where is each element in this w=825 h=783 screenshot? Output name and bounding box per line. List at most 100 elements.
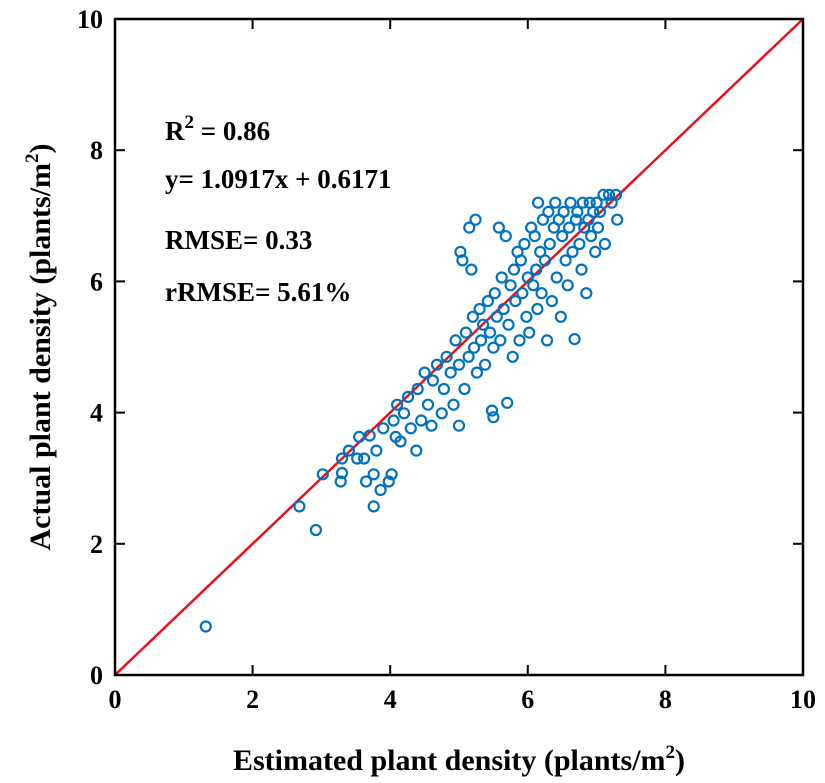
data-point: [573, 237, 586, 251]
data-point: [481, 295, 494, 308]
y-tick-label: 10: [77, 5, 103, 34]
data-point: [495, 271, 508, 284]
data-point: [499, 230, 512, 243]
data-point: [411, 382, 424, 396]
data-point: [562, 221, 576, 234]
data-point: [506, 350, 519, 363]
data-point: [487, 411, 500, 424]
data-point: [466, 310, 479, 323]
data-point: [402, 390, 415, 403]
data-point: [598, 237, 612, 251]
data-point: [514, 254, 528, 267]
data-point: [507, 263, 521, 276]
data-point: [353, 430, 366, 443]
data-point: [554, 310, 567, 323]
data-point: [559, 254, 572, 267]
data-point: [504, 279, 517, 292]
data-point: [430, 358, 444, 371]
y-tick-label: 0: [90, 661, 103, 690]
data-point: [447, 398, 460, 411]
annotation-rrmse: rRMSE= 5.61%: [165, 277, 351, 307]
y-tick-label: 2: [90, 530, 103, 559]
data-point: [418, 366, 431, 379]
data-point: [444, 366, 457, 379]
data-point: [528, 230, 541, 243]
data-point: [452, 358, 466, 371]
data-point: [351, 452, 364, 465]
data-point: [370, 444, 383, 457]
data-point: [611, 213, 624, 226]
data-point: [520, 310, 533, 323]
data-point: [459, 326, 472, 339]
data-point: [576, 196, 589, 209]
x-tick-label: 10: [790, 685, 816, 714]
data-point: [538, 254, 552, 267]
data-point: [469, 213, 482, 226]
data-point: [591, 221, 605, 234]
x-axis-title: Estimated plant density (plants/m2): [233, 742, 685, 777]
data-point: [468, 341, 481, 354]
data-point: [316, 468, 329, 481]
data-point: [609, 188, 623, 201]
data-point: [360, 475, 373, 488]
data-point: [425, 419, 438, 432]
data-point: [540, 334, 554, 347]
y-tick-label: 6: [90, 267, 103, 296]
data-point: [385, 468, 398, 481]
data-point: [542, 205, 555, 218]
data-point: [521, 271, 534, 284]
data-point: [527, 279, 540, 292]
data-point: [463, 221, 476, 234]
data-point: [561, 279, 574, 292]
data-point: [367, 500, 380, 513]
data-point: [535, 287, 548, 300]
plot-frame: [113, 17, 805, 677]
annotation-r2: R2 = 0.86: [165, 112, 270, 146]
data-point: [536, 213, 550, 226]
data-point: [549, 196, 562, 209]
data-point: [440, 350, 453, 363]
y-axis-title: Actual plant density (plants/m2): [22, 143, 57, 550]
data-point: [454, 245, 467, 258]
data-point: [502, 318, 515, 331]
data-point: [550, 271, 563, 284]
data-point: [462, 350, 475, 363]
data-point: [497, 302, 510, 316]
data-point: [382, 475, 395, 488]
data-point: [474, 334, 488, 347]
data-point: [426, 374, 439, 387]
data-point: [571, 205, 584, 218]
data-point: [545, 295, 559, 308]
data-point: [556, 230, 569, 243]
data-point: [589, 245, 602, 258]
data-point: [584, 230, 598, 243]
data-point: [342, 444, 355, 457]
data-point: [452, 419, 466, 432]
data-point: [397, 407, 411, 420]
data-point: [580, 287, 593, 300]
data-point: [473, 302, 486, 316]
data-point: [513, 334, 526, 347]
data-point: [564, 196, 577, 209]
x-tick-label: 8: [659, 685, 672, 714]
data-point: [199, 620, 212, 633]
data-point: [335, 452, 349, 465]
data-point: [470, 366, 483, 379]
data-point: [485, 404, 499, 417]
data-point: [404, 422, 417, 435]
x-tick-label: 0: [109, 685, 122, 714]
data-point: [569, 213, 583, 226]
data-point: [516, 287, 529, 300]
data-point: [465, 263, 478, 276]
data-point: [492, 221, 505, 234]
reference-line: [114, 18, 804, 676]
data-point: [458, 382, 471, 396]
data-point: [523, 326, 536, 339]
annotation-equation: y= 1.0917x + 0.6171: [165, 164, 392, 194]
data-point: [518, 237, 531, 251]
data-point: [483, 326, 497, 339]
data-point: [394, 435, 407, 448]
data-point: [488, 287, 501, 300]
data-point: [449, 334, 462, 347]
